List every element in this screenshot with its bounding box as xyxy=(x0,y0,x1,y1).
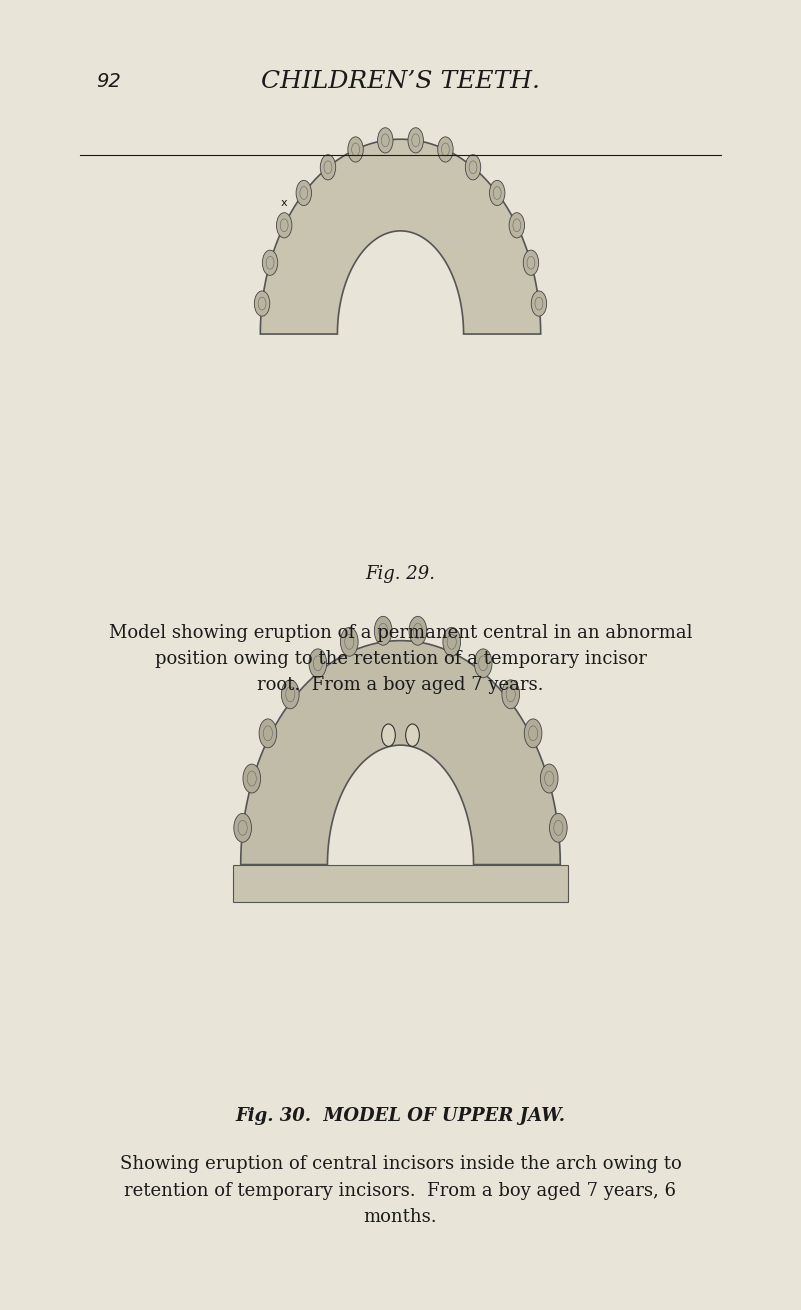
Circle shape xyxy=(263,250,278,275)
Circle shape xyxy=(474,648,492,677)
Circle shape xyxy=(437,136,453,162)
Circle shape xyxy=(523,250,538,275)
Text: Model showing eruption of a permanent central in an abnormal
position owing to t: Model showing eruption of a permanent ce… xyxy=(109,624,692,694)
Circle shape xyxy=(276,212,292,238)
Text: CHILDREN’S TEETH.: CHILDREN’S TEETH. xyxy=(261,69,540,93)
Circle shape xyxy=(489,181,505,206)
Circle shape xyxy=(509,212,525,238)
Text: x: x xyxy=(281,198,288,208)
Circle shape xyxy=(377,128,393,153)
Circle shape xyxy=(531,291,546,316)
Circle shape xyxy=(296,181,312,206)
Text: Fig. 29.: Fig. 29. xyxy=(365,565,436,583)
Circle shape xyxy=(525,719,542,748)
Circle shape xyxy=(255,291,270,316)
Circle shape xyxy=(549,814,567,842)
Circle shape xyxy=(405,724,420,747)
Text: 92: 92 xyxy=(96,72,121,90)
Circle shape xyxy=(243,764,260,793)
Text: Showing eruption of central incisors inside the arch owing to
retention of tempo: Showing eruption of central incisors ins… xyxy=(119,1155,682,1226)
Polygon shape xyxy=(240,641,561,865)
Circle shape xyxy=(408,128,424,153)
Polygon shape xyxy=(260,139,541,334)
Bar xyxy=(233,865,568,901)
Text: Fig. 30.  MODEL OF UPPER JAW.: Fig. 30. MODEL OF UPPER JAW. xyxy=(235,1107,566,1125)
Circle shape xyxy=(259,719,276,748)
Circle shape xyxy=(541,764,558,793)
Circle shape xyxy=(234,814,252,842)
Circle shape xyxy=(381,724,396,747)
Circle shape xyxy=(309,648,327,677)
Circle shape xyxy=(374,616,392,646)
Circle shape xyxy=(443,627,461,656)
Circle shape xyxy=(320,155,336,179)
Circle shape xyxy=(348,136,364,162)
Circle shape xyxy=(409,616,427,646)
Circle shape xyxy=(281,680,299,709)
Circle shape xyxy=(340,627,358,656)
Circle shape xyxy=(502,680,520,709)
Circle shape xyxy=(465,155,481,179)
